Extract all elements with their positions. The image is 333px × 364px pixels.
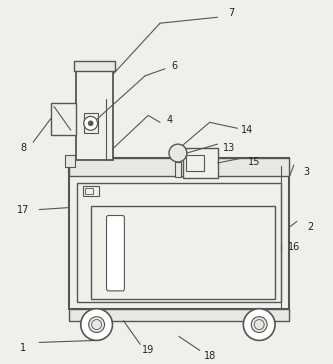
Bar xyxy=(85,188,93,194)
Bar xyxy=(186,155,204,171)
Bar xyxy=(51,103,76,135)
FancyBboxPatch shape xyxy=(107,215,124,291)
Bar xyxy=(65,155,75,167)
Text: 1: 1 xyxy=(20,343,26,353)
Text: 7: 7 xyxy=(228,8,234,18)
Circle shape xyxy=(81,309,113,340)
Circle shape xyxy=(243,309,275,340)
Bar xyxy=(69,309,289,321)
Bar xyxy=(76,69,114,160)
Circle shape xyxy=(89,317,105,332)
Bar xyxy=(77,183,281,302)
Circle shape xyxy=(88,121,93,126)
Text: 15: 15 xyxy=(248,157,260,167)
Circle shape xyxy=(169,144,187,162)
Text: 14: 14 xyxy=(241,125,253,135)
Text: 16: 16 xyxy=(288,242,300,252)
Text: 4: 4 xyxy=(167,115,173,125)
Text: 17: 17 xyxy=(17,205,29,214)
Bar xyxy=(91,206,275,299)
Bar xyxy=(175,162,181,177)
Bar xyxy=(74,61,116,71)
Circle shape xyxy=(84,116,98,130)
Bar xyxy=(69,158,289,309)
Text: 18: 18 xyxy=(203,351,216,361)
Bar xyxy=(183,148,217,178)
Bar xyxy=(83,186,99,196)
Text: 6: 6 xyxy=(172,61,178,71)
Bar xyxy=(69,158,289,176)
Bar xyxy=(84,114,98,133)
Text: 3: 3 xyxy=(304,167,310,177)
Text: 2: 2 xyxy=(308,222,314,232)
Text: 8: 8 xyxy=(20,143,26,153)
Text: 13: 13 xyxy=(223,143,235,153)
Circle shape xyxy=(251,317,267,332)
Text: 19: 19 xyxy=(142,345,154,355)
